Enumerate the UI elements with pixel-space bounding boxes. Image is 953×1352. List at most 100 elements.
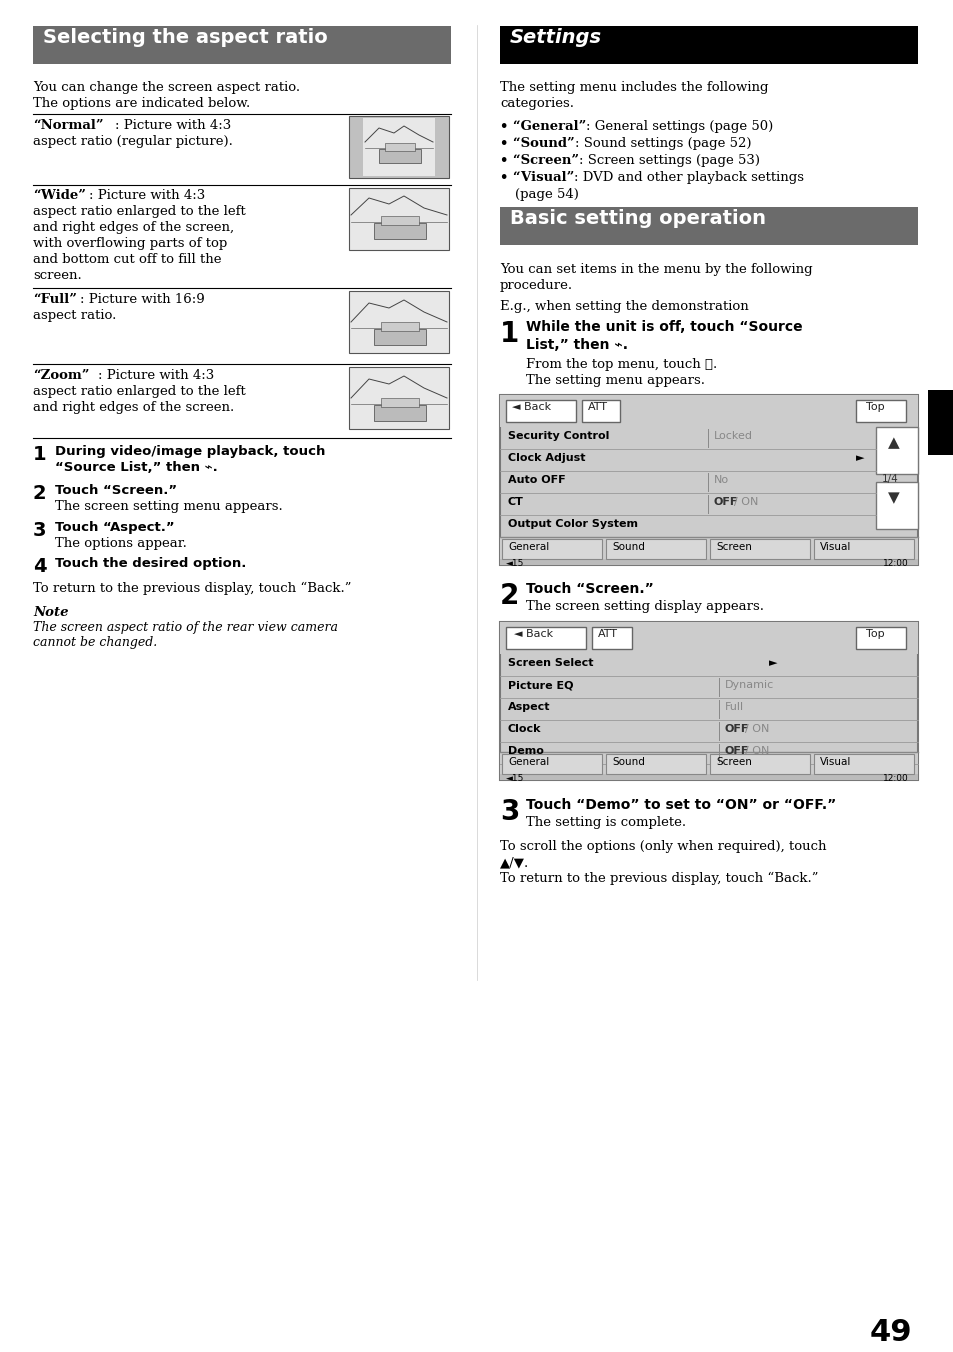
Text: ◄ Back: ◄ Back [514, 629, 553, 639]
Text: (page 54): (page 54) [515, 188, 578, 201]
Text: • “Sound”: • “Sound” [499, 137, 574, 150]
Text: “Full”: “Full” [33, 293, 77, 306]
Text: Touch “Screen.”: Touch “Screen.” [55, 484, 177, 498]
Text: CT: CT [507, 498, 523, 507]
Text: aspect ratio.: aspect ratio. [33, 310, 116, 322]
Text: Note: Note [33, 606, 69, 619]
Text: 12:00: 12:00 [882, 773, 908, 783]
Text: The screen setting display appears.: The screen setting display appears. [525, 600, 763, 612]
Text: The options are indicated below.: The options are indicated below. [33, 97, 250, 110]
Text: Top: Top [865, 629, 883, 639]
Text: To return to the previous display, touch “Back.”: To return to the previous display, touch… [499, 872, 818, 886]
Bar [499, 26, 917, 64]
Text: 1: 1 [499, 320, 518, 347]
Text: You can change the screen aspect ratio.: You can change the screen aspect ratio. [33, 81, 300, 95]
Text: The screen setting menu appears.: The screen setting menu appears. [55, 500, 282, 512]
Bar [499, 558, 917, 565]
Text: Clock: Clock [507, 725, 541, 734]
Text: ◄ Back: ◄ Back [512, 402, 551, 412]
Bar [709, 754, 809, 773]
Bar [581, 400, 619, 422]
Text: Full: Full [724, 702, 743, 713]
Text: 2: 2 [499, 581, 518, 610]
Text: Screen: Screen [716, 542, 751, 552]
Bar [385, 143, 415, 151]
Bar [501, 539, 601, 558]
Text: No: No [713, 475, 728, 485]
Bar [349, 291, 449, 353]
Text: : DVD and other playback settings: : DVD and other playback settings [574, 170, 803, 184]
Bar [363, 118, 435, 176]
Text: “Source List,” then ⌁.: “Source List,” then ⌁. [55, 461, 217, 475]
Text: screen.: screen. [33, 269, 82, 283]
Text: Clock Adjust: Clock Adjust [507, 453, 585, 462]
Text: The setting is complete.: The setting is complete. [525, 817, 685, 829]
Text: You can set items in the menu by the following: You can set items in the menu by the fol… [499, 264, 812, 276]
Text: Locked: Locked [713, 431, 752, 441]
Text: E.g., when setting the demonstration: E.g., when setting the demonstration [499, 300, 748, 314]
Text: and bottom cut off to fill the: and bottom cut off to fill the [33, 253, 221, 266]
Text: 3: 3 [33, 521, 47, 539]
Text: Sound: Sound [612, 542, 644, 552]
Text: categories.: categories. [499, 97, 574, 110]
Text: / ON: / ON [733, 498, 758, 507]
Text: Touch “Screen.”: Touch “Screen.” [525, 581, 653, 596]
Bar [33, 26, 451, 64]
Text: : Picture with 16:9: : Picture with 16:9 [80, 293, 205, 306]
Bar [499, 395, 917, 565]
Bar [499, 207, 917, 245]
Text: Screen: Screen [716, 757, 751, 767]
Text: aspect ratio (regular picture).: aspect ratio (regular picture). [33, 135, 233, 147]
Text: : Screen settings (page 53): : Screen settings (page 53) [578, 154, 760, 168]
Text: General: General [507, 757, 549, 767]
Text: / ON: / ON [744, 725, 768, 734]
Text: During video/image playback, touch: During video/image playback, touch [55, 445, 325, 458]
Text: : General settings (page 50): : General settings (page 50) [586, 120, 773, 132]
Text: : Picture with 4:3: : Picture with 4:3 [98, 369, 214, 383]
Text: Top: Top [865, 402, 883, 412]
Bar [499, 752, 917, 780]
Text: Screen Select: Screen Select [507, 658, 593, 668]
Text: ◄15: ◄15 [505, 558, 524, 568]
Bar [605, 754, 705, 773]
Text: Basic setting operation: Basic setting operation [510, 210, 765, 228]
Bar [605, 539, 705, 558]
Bar [499, 622, 917, 654]
Text: and right edges of the screen,: and right edges of the screen, [33, 220, 233, 234]
Text: OFF: OFF [724, 746, 749, 756]
Text: with overflowing parts of top: with overflowing parts of top [33, 237, 227, 250]
Text: and right edges of the screen.: and right edges of the screen. [33, 402, 234, 414]
Text: procedure.: procedure. [499, 279, 573, 292]
Text: From the top menu, touch ⌁.: From the top menu, touch ⌁. [525, 358, 717, 370]
Bar [499, 395, 917, 427]
Bar [349, 116, 449, 178]
Text: Touch the desired option.: Touch the desired option. [55, 557, 246, 571]
Bar [374, 406, 426, 420]
Bar [380, 322, 418, 331]
Text: • “Visual”: • “Visual” [499, 170, 574, 184]
Text: List,” then ⌁.: List,” then ⌁. [525, 338, 627, 352]
Text: Dynamic: Dynamic [724, 680, 774, 690]
Text: aspect ratio enlarged to the left: aspect ratio enlarged to the left [33, 206, 246, 218]
Text: Settings: Settings [510, 28, 601, 47]
Text: • “General”: • “General” [499, 120, 586, 132]
Bar [927, 389, 953, 456]
Bar [499, 622, 917, 780]
Text: OFF: OFF [724, 725, 749, 734]
Text: The options appear.: The options appear. [55, 537, 187, 550]
Text: The setting menu includes the following: The setting menu includes the following [499, 81, 768, 95]
Bar [380, 216, 418, 224]
Text: ►: ► [855, 453, 863, 462]
Bar [378, 149, 420, 164]
Bar [813, 754, 913, 773]
Text: cannot be changed.: cannot be changed. [33, 635, 157, 649]
Text: 3: 3 [499, 798, 518, 826]
Bar [380, 397, 418, 407]
Text: ATT: ATT [598, 629, 618, 639]
Text: • “Screen”: • “Screen” [499, 154, 578, 168]
Bar [374, 223, 426, 239]
Text: 12:00: 12:00 [882, 558, 908, 568]
Text: ATT: ATT [587, 402, 607, 412]
Bar [875, 483, 917, 529]
Bar [875, 427, 917, 475]
